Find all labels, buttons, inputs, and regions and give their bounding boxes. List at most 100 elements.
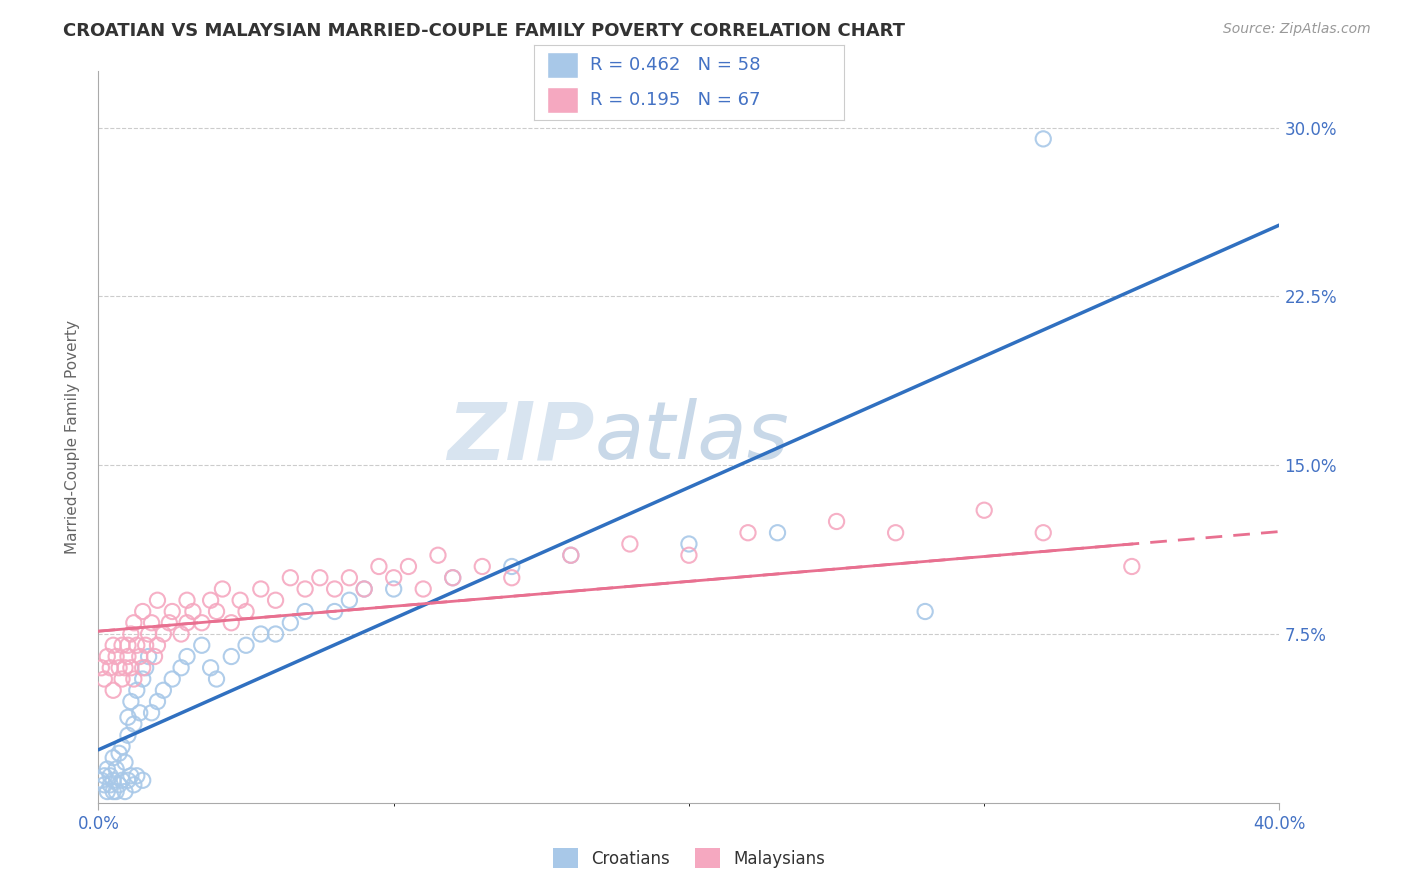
Point bbox=[135, 661, 157, 675]
Point bbox=[114, 661, 136, 675]
Point bbox=[1121, 559, 1143, 574]
Point bbox=[146, 694, 169, 708]
Point bbox=[152, 627, 174, 641]
Point bbox=[176, 593, 198, 607]
Point bbox=[309, 571, 332, 585]
Point bbox=[111, 773, 134, 788]
Point bbox=[200, 661, 222, 675]
Point bbox=[176, 649, 198, 664]
Point bbox=[105, 784, 128, 798]
Point bbox=[125, 638, 148, 652]
Text: R = 0.462   N = 58: R = 0.462 N = 58 bbox=[591, 56, 761, 74]
Point bbox=[146, 593, 169, 607]
Point bbox=[103, 751, 125, 765]
Point bbox=[132, 605, 155, 619]
Legend: Croatians, Malaysians: Croatians, Malaysians bbox=[546, 841, 832, 875]
Point bbox=[157, 615, 180, 630]
Text: atlas: atlas bbox=[595, 398, 789, 476]
Point bbox=[1032, 132, 1054, 146]
Point bbox=[114, 756, 136, 770]
Point bbox=[353, 582, 375, 596]
Point bbox=[128, 649, 150, 664]
Point bbox=[114, 784, 136, 798]
Point bbox=[250, 627, 273, 641]
Point bbox=[200, 593, 222, 607]
Point bbox=[382, 582, 405, 596]
FancyBboxPatch shape bbox=[547, 87, 578, 112]
Text: R = 0.195   N = 67: R = 0.195 N = 67 bbox=[591, 91, 761, 109]
Point bbox=[382, 571, 405, 585]
Point bbox=[368, 559, 391, 574]
Point bbox=[108, 661, 131, 675]
Point bbox=[181, 605, 204, 619]
Point bbox=[103, 638, 125, 652]
Point bbox=[120, 627, 142, 641]
Point bbox=[103, 773, 125, 788]
Point bbox=[191, 615, 214, 630]
Point bbox=[294, 582, 316, 596]
Point bbox=[191, 638, 214, 652]
Point bbox=[135, 638, 157, 652]
Point bbox=[117, 710, 139, 724]
Point bbox=[914, 605, 936, 619]
Point bbox=[132, 672, 155, 686]
Point bbox=[162, 672, 183, 686]
Point bbox=[108, 746, 131, 760]
Point bbox=[108, 778, 131, 792]
Point bbox=[737, 525, 759, 540]
Point bbox=[132, 773, 155, 788]
Point bbox=[138, 649, 160, 664]
Point bbox=[170, 627, 193, 641]
Point bbox=[441, 571, 464, 585]
Point bbox=[90, 773, 112, 788]
Point bbox=[619, 537, 641, 551]
Point bbox=[122, 717, 145, 731]
Point bbox=[143, 649, 166, 664]
Point bbox=[229, 593, 252, 607]
Point bbox=[560, 548, 582, 562]
Point bbox=[117, 773, 139, 788]
Point bbox=[141, 706, 163, 720]
Point bbox=[825, 515, 848, 529]
FancyBboxPatch shape bbox=[547, 52, 578, 78]
Point bbox=[973, 503, 995, 517]
Point bbox=[96, 649, 118, 664]
Point bbox=[117, 638, 139, 652]
Point bbox=[211, 582, 233, 596]
Point bbox=[884, 525, 907, 540]
Point bbox=[103, 784, 125, 798]
Point bbox=[141, 615, 163, 630]
Point bbox=[162, 605, 183, 619]
Point bbox=[205, 605, 228, 619]
Point bbox=[205, 672, 228, 686]
Point bbox=[93, 769, 115, 783]
Point bbox=[138, 627, 160, 641]
Point bbox=[501, 559, 523, 574]
Point bbox=[132, 661, 155, 675]
Point bbox=[98, 661, 121, 675]
Point bbox=[96, 784, 118, 798]
Point bbox=[122, 615, 145, 630]
Point bbox=[111, 638, 134, 652]
Point bbox=[441, 571, 464, 585]
Point bbox=[323, 605, 346, 619]
Point bbox=[471, 559, 494, 574]
Point bbox=[105, 649, 128, 664]
Point bbox=[120, 661, 142, 675]
Point bbox=[353, 582, 375, 596]
Point bbox=[221, 615, 243, 630]
Point bbox=[427, 548, 450, 562]
Point bbox=[294, 605, 316, 619]
Point bbox=[111, 739, 134, 754]
Point bbox=[280, 571, 302, 585]
Point bbox=[398, 559, 420, 574]
Point bbox=[176, 615, 198, 630]
Point bbox=[93, 672, 115, 686]
Point bbox=[678, 537, 700, 551]
Point bbox=[152, 683, 174, 698]
Point bbox=[235, 638, 257, 652]
Point bbox=[339, 571, 361, 585]
Point bbox=[501, 571, 523, 585]
Point bbox=[125, 683, 148, 698]
Point bbox=[117, 649, 139, 664]
